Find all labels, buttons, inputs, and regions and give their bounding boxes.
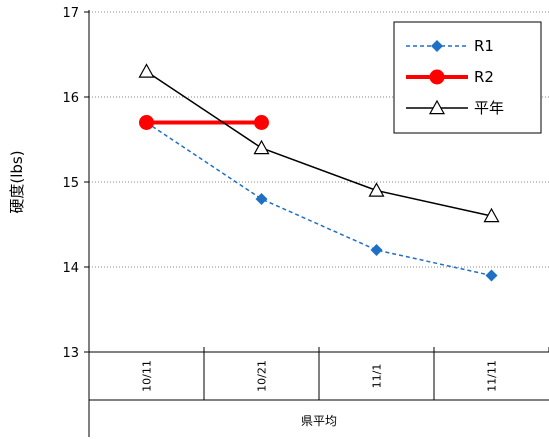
y-tick-label: 15 bbox=[62, 176, 79, 191]
series-line bbox=[146, 121, 492, 277]
data-point bbox=[254, 115, 269, 130]
data-point bbox=[138, 63, 155, 78]
data-point bbox=[483, 207, 500, 223]
legend-item: R2 bbox=[406, 68, 494, 86]
legend-swatch-marker bbox=[429, 69, 445, 85]
x-tick-labels: 10/11 10/21 11/1 11/11 bbox=[141, 360, 499, 392]
series-3 bbox=[138, 63, 500, 223]
legend: R1 R2 平年 bbox=[393, 21, 542, 134]
y-tick-label: 14 bbox=[62, 261, 79, 276]
series-group bbox=[138, 63, 500, 282]
x-tick-label: 11/1 bbox=[371, 364, 384, 389]
legend-swatch-marker bbox=[431, 40, 443, 52]
x-axis-label: 県平均 bbox=[301, 414, 337, 428]
data-point bbox=[253, 139, 270, 155]
y-tick-label: 17 bbox=[62, 6, 79, 21]
data-point bbox=[139, 115, 154, 130]
series-line bbox=[146, 70, 492, 217]
y-tick-labels: 13 14 15 16 17 bbox=[62, 6, 79, 361]
data-point bbox=[368, 182, 385, 197]
data-point bbox=[255, 193, 268, 205]
y-axis-label: 硬度(lbs) bbox=[8, 150, 26, 213]
legend-item: R1 bbox=[406, 37, 494, 55]
x-tick-label: 10/21 bbox=[256, 360, 269, 392]
y-tick-label: 16 bbox=[62, 91, 79, 106]
x-tick-label: 10/11 bbox=[141, 360, 154, 392]
data-point bbox=[370, 244, 383, 256]
series-2 bbox=[139, 115, 269, 130]
legend-item: 平年 bbox=[406, 99, 504, 117]
legend-label: R2 bbox=[474, 68, 494, 86]
data-point bbox=[485, 269, 498, 282]
y-tick-label: 13 bbox=[62, 346, 79, 361]
legend-label: 平年 bbox=[474, 99, 504, 117]
series-1 bbox=[140, 116, 498, 282]
x-tick-label: 11/11 bbox=[486, 360, 499, 392]
axes bbox=[84, 10, 549, 437]
legend-swatch-marker bbox=[428, 99, 446, 115]
legend-label: R1 bbox=[474, 37, 494, 55]
